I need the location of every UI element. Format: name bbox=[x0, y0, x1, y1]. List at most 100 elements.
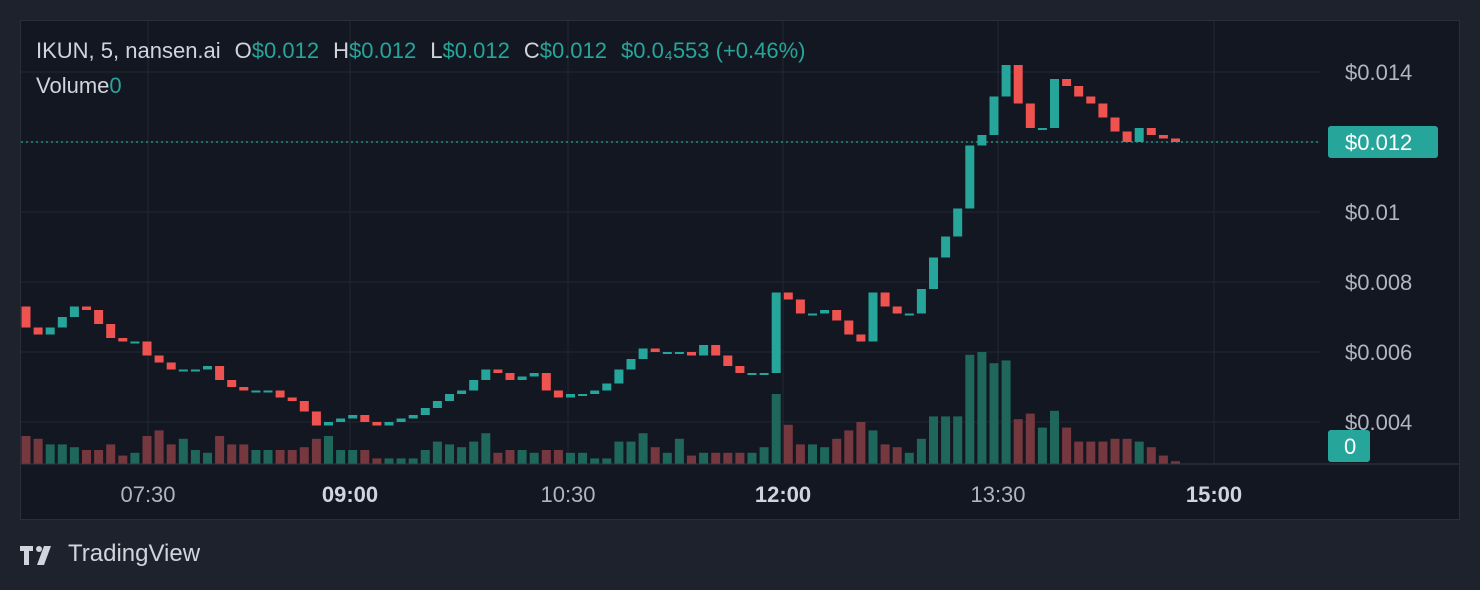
candle bbox=[723, 355, 733, 366]
candle bbox=[324, 422, 333, 426]
candle bbox=[820, 310, 830, 314]
volume-bar bbox=[481, 433, 491, 464]
candle bbox=[1158, 135, 1168, 139]
volume-bar bbox=[723, 452, 733, 464]
candle bbox=[227, 380, 237, 387]
volume-bar bbox=[1001, 360, 1011, 464]
current-volume-label: 0 bbox=[1344, 434, 1356, 459]
candle bbox=[408, 415, 418, 419]
volume-bar bbox=[432, 441, 442, 464]
candle bbox=[384, 422, 394, 426]
candle bbox=[275, 390, 285, 398]
volume-bar bbox=[602, 458, 612, 464]
close-value: $0.012 bbox=[539, 38, 608, 63]
volume-bar bbox=[251, 450, 261, 464]
volume-bar bbox=[82, 450, 91, 464]
candles bbox=[21, 65, 1180, 426]
volume-bar bbox=[1122, 438, 1132, 464]
volume-bar bbox=[1171, 461, 1180, 464]
volume-label: Volume bbox=[36, 73, 110, 98]
volume-bar bbox=[699, 452, 709, 464]
volume-bar bbox=[638, 433, 648, 464]
volume-bar bbox=[396, 458, 406, 464]
volume-bar bbox=[336, 450, 346, 464]
volume-bar bbox=[505, 450, 515, 464]
volume-bar bbox=[227, 444, 237, 464]
tradingview-logo[interactable]: TradingView bbox=[20, 540, 200, 568]
candle bbox=[445, 394, 454, 401]
volume-bar bbox=[57, 444, 67, 464]
volume-bar bbox=[299, 447, 309, 464]
volume-bar bbox=[1146, 447, 1156, 464]
volume-bar bbox=[45, 444, 55, 464]
candle bbox=[154, 355, 164, 363]
volume-bar bbox=[1013, 419, 1023, 464]
brand-name: TradingView bbox=[68, 540, 201, 567]
candle bbox=[372, 422, 382, 426]
symbol-label: IKUN, 5, nansen.ai bbox=[36, 38, 221, 63]
volume-bar bbox=[953, 416, 963, 464]
volume-bar bbox=[324, 436, 333, 464]
volume-bar bbox=[590, 458, 600, 464]
candle bbox=[348, 415, 358, 419]
candle bbox=[517, 376, 527, 380]
candle bbox=[626, 359, 636, 370]
candle bbox=[1134, 128, 1144, 142]
volume-bar bbox=[614, 441, 624, 464]
candle bbox=[82, 306, 91, 310]
time-tick-label: 13:30 bbox=[970, 482, 1025, 507]
volume-bar bbox=[384, 458, 394, 464]
candle bbox=[311, 411, 321, 426]
candle bbox=[190, 369, 200, 372]
chart-frame[interactable] bbox=[20, 20, 1460, 520]
volume-bar bbox=[626, 441, 636, 464]
volume-bar bbox=[771, 394, 781, 464]
candle bbox=[578, 394, 588, 396]
candle bbox=[614, 369, 624, 384]
open-value: $0.012 bbox=[251, 38, 320, 63]
candle bbox=[880, 292, 890, 307]
volume-bar bbox=[1050, 410, 1059, 464]
volume-bar bbox=[650, 447, 660, 464]
volume-bar bbox=[420, 450, 430, 464]
volume-bar bbox=[493, 452, 503, 464]
current-volume-badge bbox=[1328, 430, 1370, 462]
candle bbox=[965, 145, 975, 209]
volume-bar bbox=[541, 450, 551, 464]
candle bbox=[650, 348, 660, 352]
volume-bar bbox=[130, 452, 140, 464]
candle bbox=[1050, 79, 1059, 128]
volume-bar bbox=[94, 450, 104, 464]
volume-bar bbox=[1134, 441, 1144, 464]
candle bbox=[1110, 117, 1120, 132]
candle bbox=[21, 306, 31, 328]
volume-bar bbox=[106, 444, 116, 464]
candle bbox=[1098, 103, 1108, 118]
volume-value: 0 bbox=[109, 73, 122, 98]
candle bbox=[941, 236, 951, 258]
volume-bar bbox=[747, 452, 757, 464]
volume-bar bbox=[287, 450, 297, 464]
candle bbox=[795, 299, 805, 314]
candle bbox=[602, 383, 612, 391]
volume-bar bbox=[360, 450, 370, 464]
candle bbox=[1171, 138, 1180, 142]
candle bbox=[759, 373, 769, 375]
price-tick-label: $0.01 bbox=[1345, 200, 1400, 225]
volume-bar bbox=[735, 452, 745, 464]
candle bbox=[239, 387, 249, 391]
candle bbox=[432, 401, 442, 408]
candle bbox=[868, 292, 878, 342]
volume-bar bbox=[21, 436, 31, 464]
volume-bar bbox=[759, 447, 769, 464]
volume-bar bbox=[844, 430, 854, 464]
volume-bar bbox=[1062, 427, 1072, 464]
candle bbox=[130, 341, 140, 344]
candle bbox=[1037, 128, 1047, 130]
volume-bar bbox=[929, 416, 938, 464]
ohlc-legend: IKUN, 5, nansen.ai O$0.012 H$0.012 L$0.012 C… bbox=[36, 38, 806, 64]
price-tick-label: $0.008 bbox=[1345, 270, 1412, 295]
volume-bar bbox=[783, 424, 793, 464]
candle bbox=[336, 418, 346, 422]
